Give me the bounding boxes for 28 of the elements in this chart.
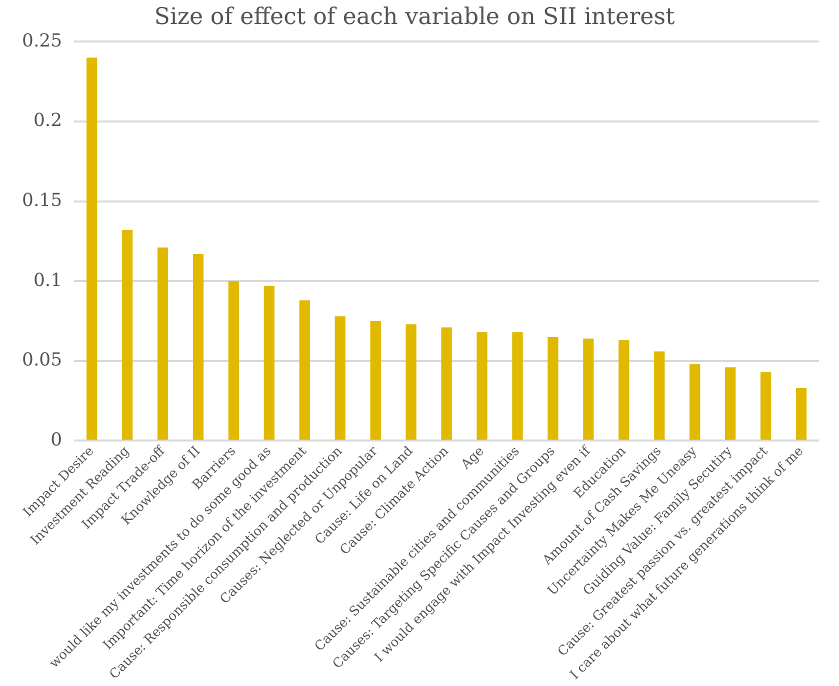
bar [654,351,665,440]
bar [122,230,133,440]
bar [192,254,204,440]
bar [583,338,594,440]
bar [690,364,700,440]
bar [299,300,310,440]
y-tick-label: 0.05 [22,350,62,371]
y-tick-label: 0.15 [22,190,62,211]
bar [406,324,416,440]
bar [86,58,98,440]
bar [441,327,452,440]
bar [796,388,807,440]
bar [760,372,772,440]
chart-title: Size of effect of each variable on SII interest [154,4,676,30]
bar [370,321,381,440]
bar [548,336,558,440]
bar [334,316,346,440]
bar [618,340,630,440]
bar [228,281,240,440]
bar [512,332,523,440]
bar [264,286,274,440]
bar [476,332,488,440]
y-tick-label: 0 [50,429,62,450]
y-tick-label: 0.2 [33,110,62,132]
bar [725,367,736,440]
y-tick-label: 0.25 [22,30,62,52]
bar [157,248,168,440]
y-tick-label: 0.1 [33,270,62,291]
